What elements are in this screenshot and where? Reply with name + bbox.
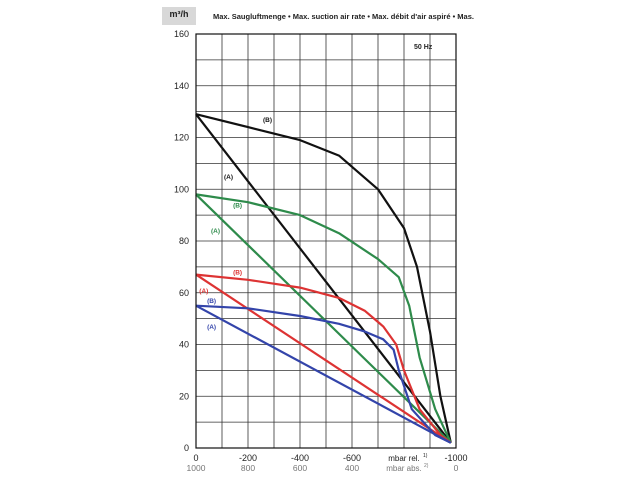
series-label-6: (B): [207, 298, 216, 305]
y-tick-label: 80: [179, 236, 189, 246]
series-label-0: (B): [263, 117, 272, 124]
series-lines: [195, 113, 452, 444]
y-tick-label: 40: [179, 340, 189, 350]
y-tick-label: 160: [174, 29, 189, 39]
x-tick-label-abs: 1000: [187, 463, 206, 473]
axes: 02040608010012014016001000-200800-400600…: [174, 29, 468, 473]
series-line-4: [195, 273, 452, 444]
x-tick-label-abs: 400: [345, 463, 359, 473]
series-label-4: (B): [233, 270, 242, 277]
series-line-5: [195, 273, 452, 444]
series-label-3: (A): [211, 228, 220, 235]
x-tick-label-rel: 0: [193, 453, 198, 463]
series-line-7: [195, 304, 452, 444]
y-tick-label: 100: [174, 184, 189, 194]
x-tick-label-rel: -600: [343, 453, 361, 463]
series-label-5: (A): [199, 288, 208, 295]
grid: [195, 33, 457, 449]
x-axis-label-rel-sup: 1): [423, 453, 428, 459]
y-tick-label: 20: [179, 391, 189, 401]
y-axis-unit: m³/h: [169, 9, 189, 19]
plot-border: [195, 33, 457, 449]
x-tick-label-rel: -400: [291, 453, 309, 463]
y-tick-label: 140: [174, 81, 189, 91]
x-tick-label-abs: 800: [241, 463, 255, 473]
series-label-1: (A): [224, 174, 233, 181]
series-line-2: [195, 193, 452, 444]
x-tick-label-rel: -200: [239, 453, 257, 463]
series-label-7: (A): [207, 324, 216, 331]
series-line-1: [195, 113, 452, 444]
series-line-0: [195, 113, 452, 444]
series-label-2: (B): [233, 202, 242, 209]
chart-title: Max. Saugluftmenge • Max. suction air ra…: [213, 12, 474, 21]
x-axis-label-abs: mbar abs.: [386, 464, 422, 473]
x-tick-label-rel: -1000: [444, 453, 467, 463]
y-tick-label: 0: [184, 443, 189, 453]
x-tick-label-abs: 0: [454, 463, 459, 473]
series-labels: (B) (A) (B) (A) (B) (A) (B) (A): [199, 117, 272, 331]
y-tick-label: 120: [174, 133, 189, 143]
x-tick-label-abs: 600: [293, 463, 307, 473]
y-tick-label: 60: [179, 288, 189, 298]
unit-box: [162, 7, 196, 25]
series-line-6: [195, 304, 452, 444]
x-axis-label-abs-sup: 2): [424, 463, 429, 469]
frequency-annotation: 50 Hz: [414, 44, 433, 51]
x-axis-label-rel: mbar rel.: [388, 454, 420, 463]
